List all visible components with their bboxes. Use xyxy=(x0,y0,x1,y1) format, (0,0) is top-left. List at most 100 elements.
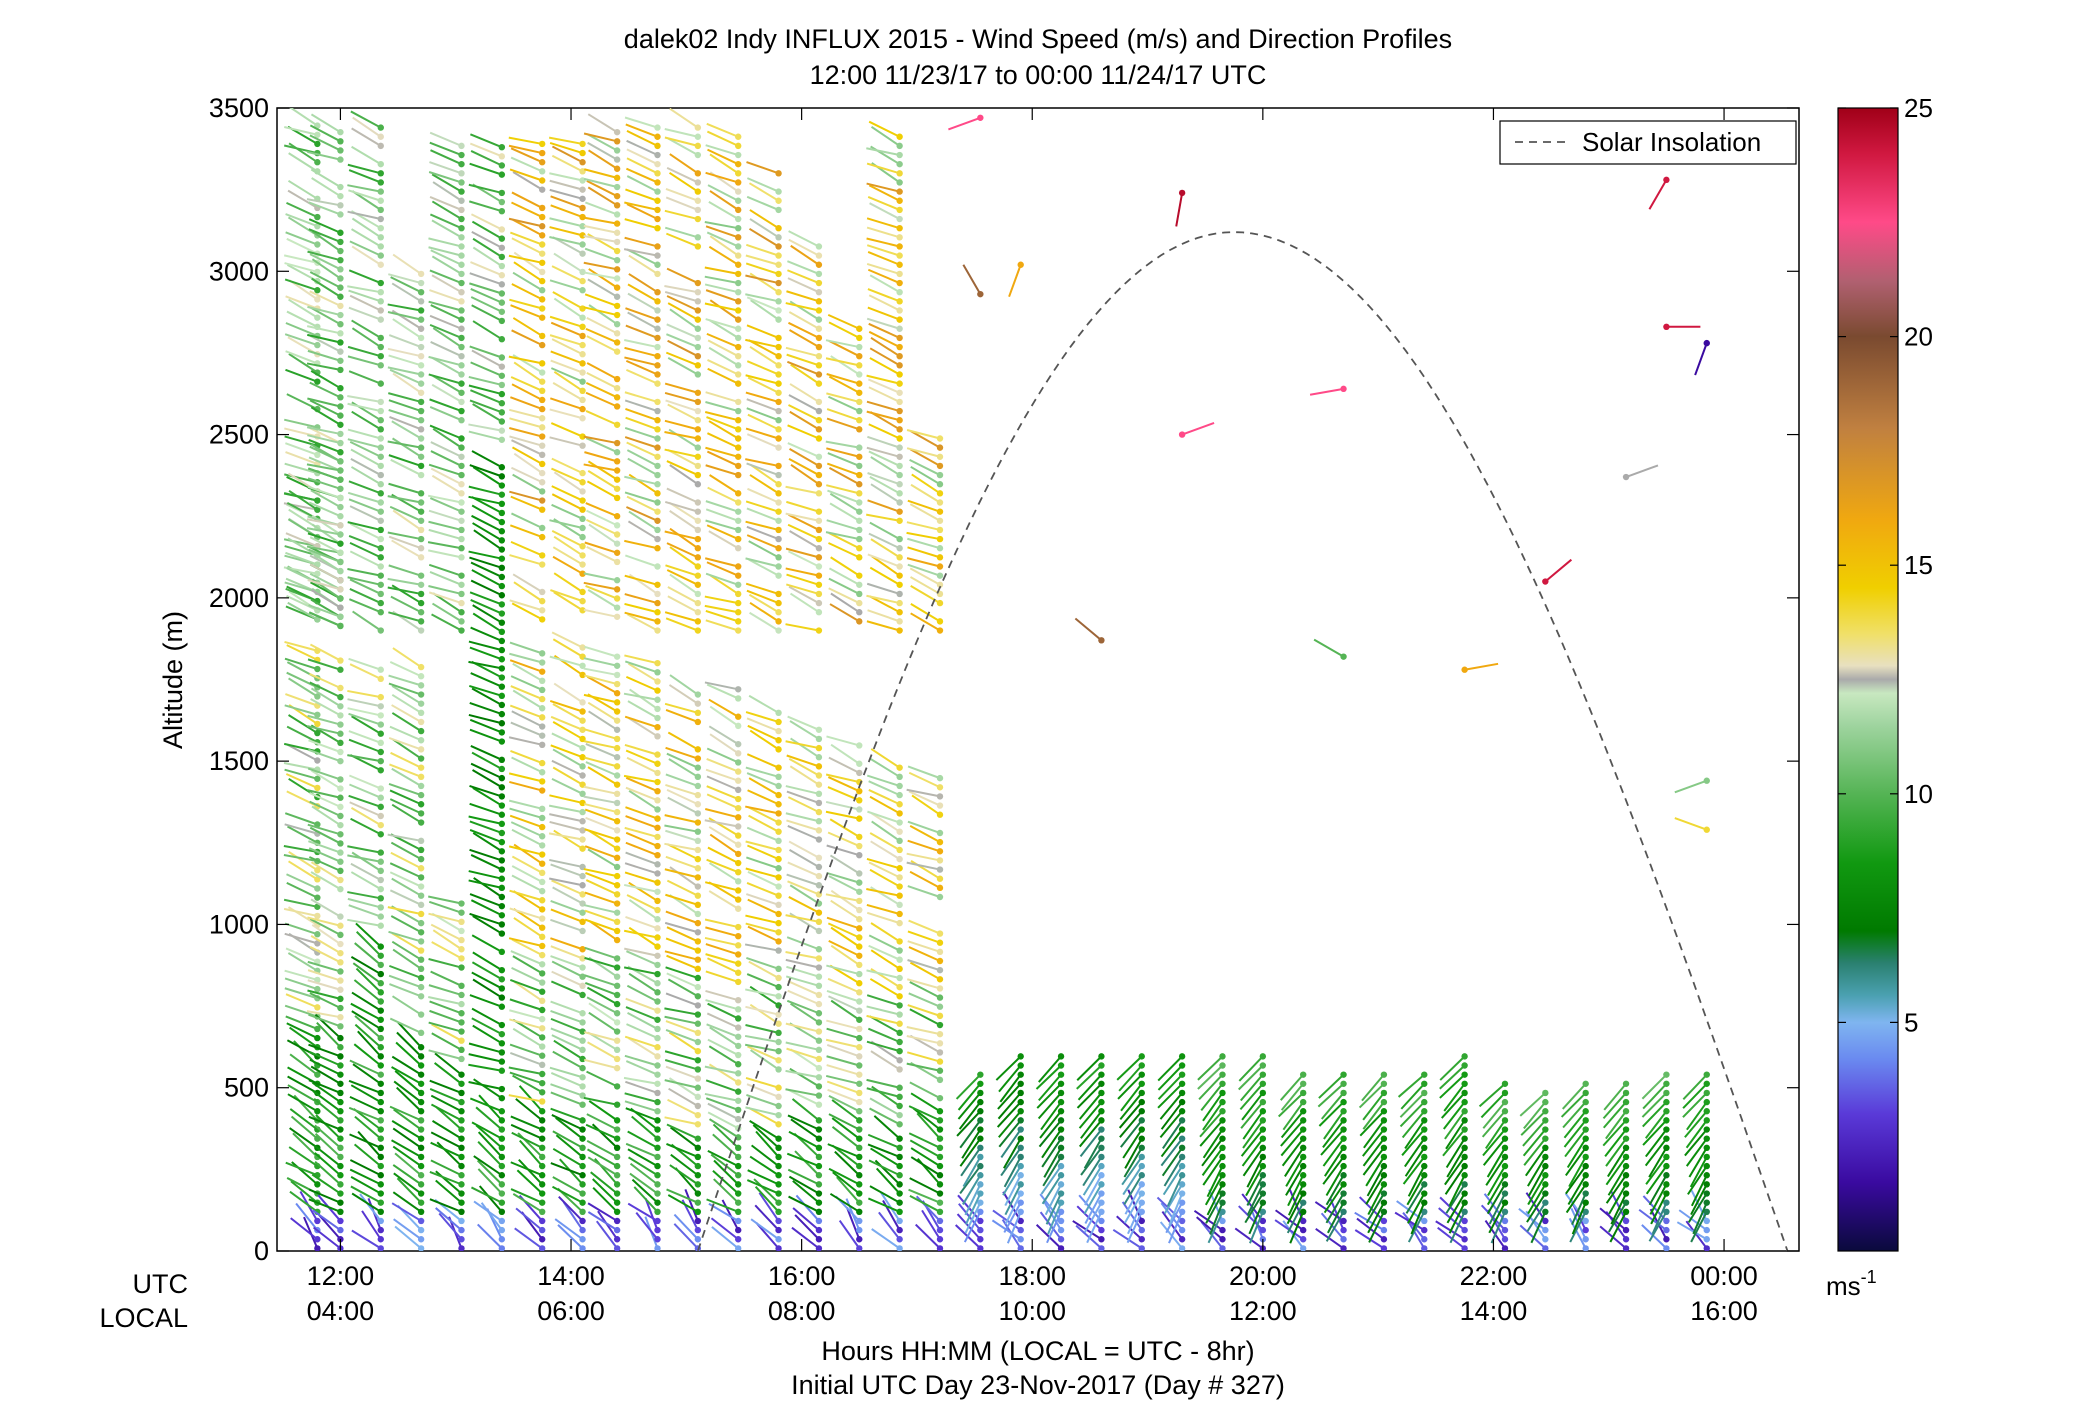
wind-barb xyxy=(469,272,503,286)
wind-barb-dot xyxy=(775,846,782,854)
wind-barb xyxy=(387,577,422,586)
wind-barb-dot xyxy=(815,790,823,797)
wind-barb xyxy=(708,1063,739,1084)
wind-barb xyxy=(1207,1211,1224,1244)
wind-barb-dot xyxy=(775,855,782,863)
wind-barb xyxy=(790,363,820,385)
wind-barb xyxy=(552,1147,584,1167)
wind-barb-dot xyxy=(694,590,702,598)
wind-barb-dot xyxy=(775,1038,782,1046)
wind-barb-dot xyxy=(498,409,506,416)
wind-barb-dot xyxy=(538,723,546,730)
wind-barb-dot xyxy=(856,1098,863,1106)
wind-barb-dot xyxy=(1057,1117,1065,1124)
wind-barb-dot xyxy=(936,893,944,901)
wind-barb-dot xyxy=(498,1117,506,1124)
wind-barb-dot xyxy=(337,666,344,673)
wind-barb xyxy=(552,638,584,658)
wind-barb-dot xyxy=(654,980,661,987)
wind-barb xyxy=(586,362,618,380)
wind-barb xyxy=(1407,1193,1426,1224)
wind-barb xyxy=(428,373,462,385)
wind-barb-dot xyxy=(337,1153,344,1161)
wind-barb-dot xyxy=(735,1181,742,1188)
wind-barb-dot xyxy=(579,1037,586,1044)
wind-barb-dot xyxy=(1703,826,1710,833)
wind-barb-dot xyxy=(815,1217,823,1225)
wind-barb xyxy=(355,931,382,957)
wind-barb xyxy=(347,754,381,763)
wind-barb-dot xyxy=(314,497,321,504)
wind-barb-dot xyxy=(538,686,546,694)
wind-barb-dot xyxy=(1582,1245,1589,1251)
wind-barb xyxy=(468,200,503,213)
wind-barb-dot xyxy=(654,1172,661,1179)
wind-barb-dot xyxy=(377,1108,384,1115)
wind-barb-dot xyxy=(1501,1172,1509,1179)
wind-barb-dot xyxy=(654,769,661,777)
wind-barb-dot xyxy=(579,469,586,477)
wind-barb-dot xyxy=(856,352,863,360)
wind-barb-dot xyxy=(613,586,621,593)
wind-barb xyxy=(788,1130,820,1149)
wind-barb xyxy=(1368,1211,1385,1243)
wind-barb-dot xyxy=(377,730,384,737)
wind-barb-dot xyxy=(775,746,782,753)
wind-barb-dot xyxy=(694,545,702,552)
wind-barb-dot xyxy=(337,885,344,893)
wind-barb-dot xyxy=(458,160,465,168)
wind-barb xyxy=(429,195,462,211)
wind-barb xyxy=(552,720,584,740)
wind-barb xyxy=(510,749,543,765)
wind-barb xyxy=(431,941,462,960)
wind-barb-dot xyxy=(856,906,863,914)
wind-barb-dot xyxy=(1622,1199,1630,1206)
wind-barb-dot xyxy=(654,714,661,722)
wind-barb xyxy=(623,966,658,976)
wind-barb xyxy=(709,235,739,257)
wind-barb-dot xyxy=(498,774,506,782)
wind-barb-dot xyxy=(538,287,546,294)
wind-barb xyxy=(908,1105,941,1122)
wind-barb xyxy=(1123,1147,1143,1178)
wind-barb xyxy=(551,631,583,649)
wind-barb-dot xyxy=(314,1217,321,1225)
wind-barb-dot xyxy=(613,827,621,834)
wind-barb xyxy=(1483,1193,1506,1222)
wind-barb-dot xyxy=(1542,1190,1549,1197)
wind-barb xyxy=(1645,1165,1668,1195)
wind-barb xyxy=(704,918,739,929)
wind-barb xyxy=(788,238,820,257)
wind-barb xyxy=(746,462,779,477)
wind-barb xyxy=(512,1193,543,1213)
wind-barb xyxy=(347,568,381,577)
wind-barb xyxy=(283,254,318,264)
wind-barb xyxy=(390,595,422,614)
wind-barb-dot xyxy=(1461,1162,1468,1170)
wind-barb-dot xyxy=(775,791,782,799)
wind-barb xyxy=(713,1178,739,1204)
wind-barb-dot xyxy=(613,1199,621,1206)
wind-barb xyxy=(469,912,503,926)
wind-barb-dot xyxy=(1138,1172,1145,1179)
wind-barb-dot xyxy=(815,243,823,250)
wind-barb-dot xyxy=(377,572,384,579)
wind-barb-dot xyxy=(417,609,425,616)
wind-barb xyxy=(585,879,618,896)
wind-barb xyxy=(310,406,341,426)
wind-barb-dot xyxy=(458,1108,465,1115)
wind-barb-dot xyxy=(1057,1226,1065,1234)
wind-barb-dot xyxy=(538,241,546,248)
wind-barb-dot xyxy=(1299,1135,1307,1142)
wind-barb-dot xyxy=(896,151,903,159)
wind-barb-dot xyxy=(654,188,661,195)
wind-barb-dot xyxy=(694,1181,702,1188)
wind-barb-dot xyxy=(1622,1135,1630,1142)
wind-barb xyxy=(829,818,860,838)
wind-barb xyxy=(1037,1092,1062,1120)
wind-barb xyxy=(907,1051,941,1063)
wind-barb xyxy=(747,925,780,943)
wind-barb xyxy=(389,505,422,522)
wind-barb xyxy=(480,1202,503,1231)
wind-barb xyxy=(669,464,699,486)
